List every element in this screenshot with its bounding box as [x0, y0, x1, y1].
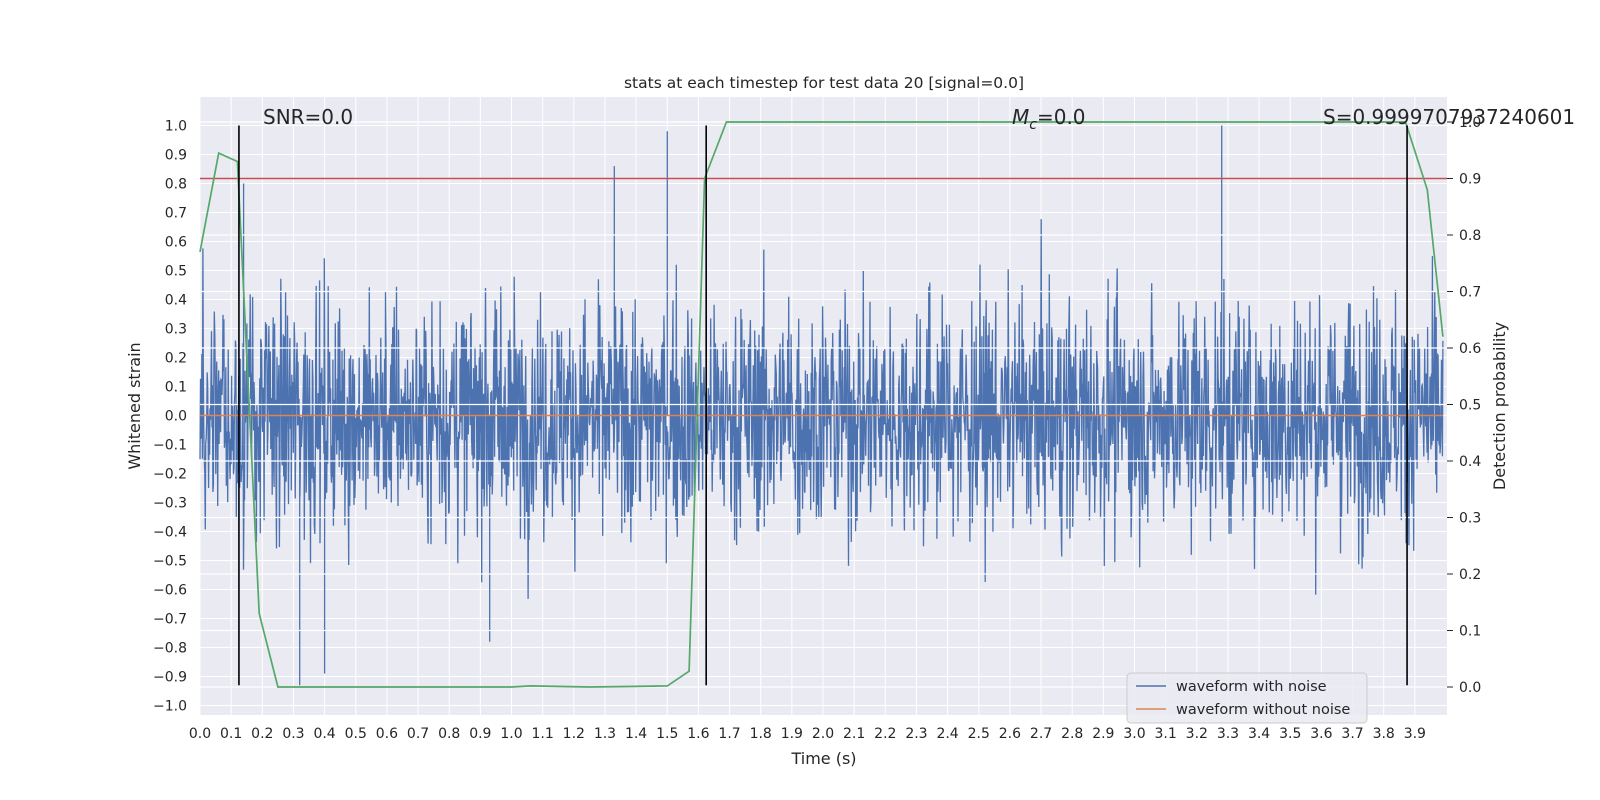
y-tick-label: −0.1	[153, 438, 187, 454]
y2-tick-label: 0.4	[1459, 454, 1481, 470]
x-tick-label: 3.3	[1217, 726, 1239, 742]
x-tick-label: 2.9	[1092, 726, 1114, 742]
y-axis-label: Whitened strain	[125, 342, 144, 469]
y2-tick-label: 0.0	[1459, 680, 1481, 696]
y-tick-label: 0.9	[165, 148, 187, 164]
x-tick-label: 2.3	[905, 726, 927, 742]
y-tick-label: 0.6	[165, 235, 187, 251]
y-tick-label: 0.8	[165, 177, 187, 193]
y-tick-label: −0.8	[153, 641, 187, 657]
legend-label-noise: waveform with noise	[1176, 679, 1327, 695]
x-tick-label: 2.1	[843, 726, 865, 742]
x-tick-label: 3.4	[1248, 726, 1270, 742]
y-tick-label: 0.0	[165, 409, 187, 425]
y-tick-label: 1.0	[165, 119, 187, 135]
y-tick-label: −0.2	[153, 467, 187, 483]
y-tick-label: −0.9	[153, 670, 187, 686]
x-tick-label: 1.0	[500, 726, 522, 742]
y2-tick-label: 0.3	[1459, 511, 1481, 527]
x-tick-label: 2.0	[812, 726, 834, 742]
y2-tick-label: 0.2	[1459, 567, 1481, 583]
x-tick-label: 1.7	[718, 726, 740, 742]
y-tick-label: −1.0	[153, 699, 187, 715]
y-tick-label: −0.4	[153, 525, 187, 541]
mc-symbol: M	[1012, 105, 1029, 129]
chart-title: stats at each timestep for test data 20 …	[624, 74, 1024, 92]
y-tick-label: −0.7	[153, 612, 187, 628]
y-tick-label: 0.5	[165, 264, 187, 280]
y-tick-label: −0.5	[153, 554, 187, 570]
y-tick-label: 0.4	[165, 293, 187, 309]
x-tick-label: 1.6	[687, 726, 709, 742]
x-axis-label: Time (s)	[790, 749, 856, 768]
x-tick-label: 0.3	[282, 726, 304, 742]
x-tick-label: 3.6	[1310, 726, 1332, 742]
mc-subscript: c	[1029, 117, 1037, 133]
x-tick-label: 3.2	[1186, 726, 1208, 742]
x-tick-label: 1.9	[781, 726, 803, 742]
y2-tick-label: 1.0	[1459, 115, 1481, 131]
x-tick-label: 0.6	[376, 726, 398, 742]
snr-annotation: SNR=0.0	[263, 105, 353, 129]
x-tick-label: 1.2	[563, 726, 585, 742]
x-tick-label: 2.7	[1030, 726, 1052, 742]
x-tick-label: 1.4	[625, 726, 647, 742]
x-tick-label: 3.5	[1279, 726, 1301, 742]
y2-tick-label: 0.6	[1459, 341, 1481, 357]
tick-layer: 0.0 0.1 0.2 0.3 0.4 0.5 0.6 0.7 0.8 0.9 1.0 1.1 1.2 1…	[153, 115, 1481, 742]
mc-value: =0.0	[1037, 105, 1086, 129]
s-annotation: S=0.9999707937240601	[1323, 105, 1575, 129]
x-tick-label: 3.9	[1404, 726, 1426, 742]
y2-tick-label: 0.7	[1459, 285, 1481, 301]
x-tick-label: 2.6	[999, 726, 1021, 742]
y2-tick-label: 0.9	[1459, 172, 1481, 188]
y-tick-label: 0.2	[165, 351, 187, 367]
x-tick-label: 0.1	[220, 726, 242, 742]
legend-box	[1126, 672, 1368, 724]
x-tick-label: 3.8	[1373, 726, 1395, 742]
x-tick-label: 0.2	[251, 726, 273, 742]
x-tick-label: 3.0	[1123, 726, 1145, 742]
y2-tick-label: 0.8	[1459, 228, 1481, 244]
x-tick-label: 0.4	[313, 726, 335, 742]
x-tick-label: 1.5	[656, 726, 678, 742]
legend: waveform with noise waveform without noi…	[1126, 672, 1368, 724]
x-tick-label: 0.9	[469, 726, 491, 742]
detection-probability-line	[199, 121, 1444, 688]
legend-label-clean: waveform without noise	[1176, 702, 1350, 718]
x-tick-label: 2.2	[874, 726, 896, 742]
y-tick-label: 0.1	[165, 380, 187, 396]
y-tick-label: 0.7	[165, 206, 187, 222]
x-tick-label: 1.3	[594, 726, 616, 742]
x-tick-label: 3.1	[1155, 726, 1177, 742]
y2-axis-label: Detection probability	[1490, 322, 1509, 490]
x-tick-label: 0.5	[345, 726, 367, 742]
y2-tick-label: 0.5	[1459, 398, 1481, 414]
x-tick-label: 2.8	[1061, 726, 1083, 742]
y-tick-label: −0.3	[153, 496, 187, 512]
x-tick-label: 3.7	[1341, 726, 1363, 742]
y-tick-label: 0.3	[165, 322, 187, 338]
x-tick-label: 0.7	[407, 726, 429, 742]
y2-tick-label: 0.1	[1459, 624, 1481, 640]
mc-annotation: Mc=0.0	[1012, 105, 1086, 133]
overlay-layer	[199, 121, 1447, 688]
x-tick-label: 1.1	[532, 726, 554, 742]
x-tick-label: 2.5	[968, 726, 990, 742]
x-tick-label: 0.0	[189, 726, 211, 742]
x-tick-label: 2.4	[936, 726, 958, 742]
x-tick-label: 1.8	[750, 726, 772, 742]
x-tick-label: 0.8	[438, 726, 460, 742]
y-tick-label: −0.6	[153, 583, 187, 599]
